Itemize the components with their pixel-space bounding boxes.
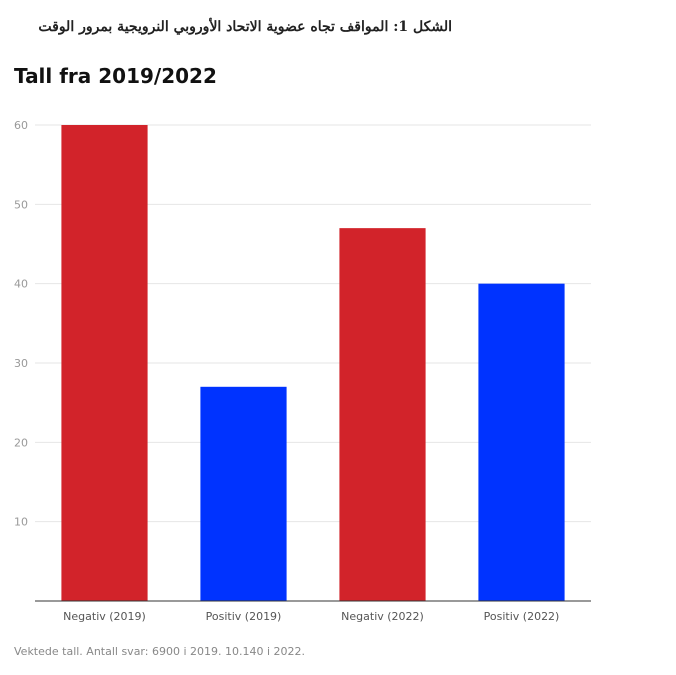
y-tick-label: 30: [14, 357, 28, 370]
x-tick-label: Positiv (2022): [484, 610, 560, 623]
x-tick-label: Negativ (2022): [341, 610, 424, 623]
chart-title: Tall fra 2019/2022: [14, 64, 217, 88]
y-tick-label: 20: [14, 436, 28, 449]
x-tick-label: Positiv (2019): [206, 610, 282, 623]
bar-1: [61, 125, 148, 601]
bar-2: [200, 386, 287, 601]
bars: [61, 125, 565, 601]
bar-3: [339, 228, 426, 601]
y-tick-label: 40: [14, 278, 28, 291]
y-tick-label: 60: [14, 119, 28, 132]
x-tick-label: Negativ (2019): [63, 610, 146, 623]
figure-caption: الشكل 1: المواقف تجاه عضوية الاتحاد الأو…: [38, 19, 452, 35]
y-tick-label: 50: [14, 198, 28, 211]
footnote: Vektede tall. Antall svar: 6900 i 2019. …: [14, 645, 306, 658]
axes: 10 20 30 40 50 60 Negativ (2019) Positiv (2019)…: [14, 119, 591, 623]
bar-4: [478, 283, 565, 601]
y-tick-label: 10: [14, 516, 28, 529]
